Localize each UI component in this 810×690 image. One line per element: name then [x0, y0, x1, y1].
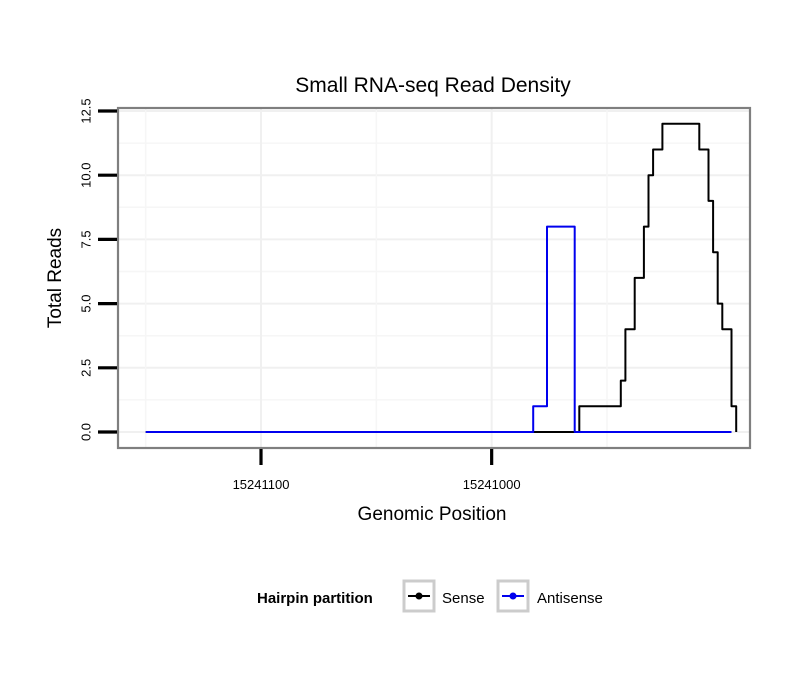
y-axis-label: Total Reads: [45, 228, 66, 328]
series-line-antisense: [145, 225, 732, 433]
series-line-sense: [145, 122, 738, 433]
plot-border: [116, 106, 752, 450]
legend-label-sense: Sense: [442, 590, 485, 607]
y-tick-label: 10.0: [78, 163, 93, 188]
chart-title: Small RNA-seq Read Density: [295, 74, 571, 97]
y-tick-label: 12.5: [78, 98, 93, 123]
gridlines: [118, 108, 750, 448]
x-axis: 15241100 15241000: [233, 449, 521, 492]
y-tick-label: 5.0: [78, 295, 93, 313]
y-tick-label: 0.0: [78, 423, 93, 441]
legend: Hairpin partition Sense Antisense: [257, 579, 603, 613]
y-axis: 0.0 2.5 5.0 7.5 10.0 12.5: [78, 98, 117, 441]
x-tick-label: 15241000: [463, 477, 521, 492]
legend-marker-antisense: [509, 592, 517, 600]
legend-title: Hairpin partition: [257, 590, 373, 607]
legend-label-antisense: Antisense: [537, 590, 603, 607]
x-tick-label: 15241100: [233, 477, 290, 492]
x-axis-label: Genomic Position: [358, 504, 507, 525]
y-tick-label: 7.5: [78, 230, 93, 248]
legend-marker-sense: [415, 592, 423, 600]
series-lines: [145, 122, 738, 433]
y-tick-label: 2.5: [78, 359, 93, 377]
